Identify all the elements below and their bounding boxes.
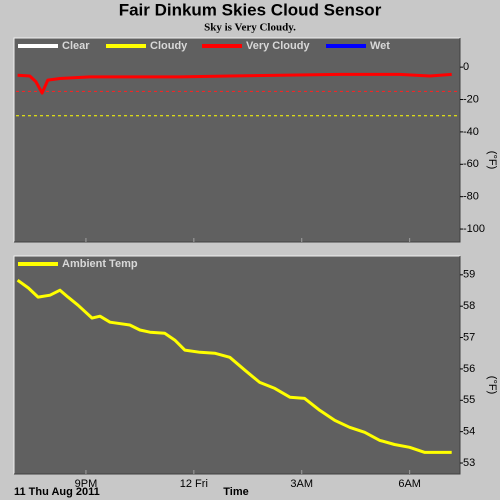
plot-area (14, 38, 460, 242)
y-tick-label: 0 (463, 61, 469, 73)
x-tick-label: 12 Fri (180, 478, 208, 490)
y-tick-label: 54 (463, 426, 475, 438)
y-tick-label: 57 (463, 331, 475, 343)
panel-bevel (14, 38, 461, 243)
x-tick-label: 6AM (398, 478, 421, 490)
legend-label: Very Cloudy (246, 40, 310, 52)
y-tick-label: -60 (463, 158, 479, 170)
y-tick-label: -20 (463, 93, 479, 105)
y-tick-label: -100 (463, 223, 485, 235)
panel-bevel (13, 255, 460, 474)
y-tick-label: -80 (463, 191, 479, 203)
legend-label: Ambient Temp (62, 258, 138, 270)
panel-bevel (13, 37, 460, 242)
y-tick-label: 59 (463, 269, 475, 281)
x-axis-label: Time (223, 486, 248, 498)
x-tick-label: 9PM (75, 478, 98, 490)
data-line (16, 278, 452, 454)
y-tick-label: 53 (463, 457, 475, 469)
y-tick-label: -40 (463, 126, 479, 138)
y-tick-label: 58 (463, 300, 475, 312)
chart-title: Fair Dinkum Skies Cloud Sensor (119, 0, 382, 19)
chart-subtitle: Sky is Very Cloudy. (204, 22, 296, 34)
y-axis-label: (°F) (486, 376, 498, 394)
legend-label: Clear (62, 40, 90, 52)
legend-label: Cloudy (150, 40, 188, 52)
data-line (17, 72, 452, 95)
y-tick-label: 55 (463, 394, 475, 406)
panel-bevel (14, 256, 461, 475)
date-label: 11 Thu Aug 2011 (14, 486, 100, 498)
x-tick-label: 3AM (290, 478, 313, 490)
y-axis-label: (°F) (486, 151, 498, 169)
y-tick-label: 56 (463, 363, 475, 375)
legend-label: Wet (370, 40, 390, 52)
